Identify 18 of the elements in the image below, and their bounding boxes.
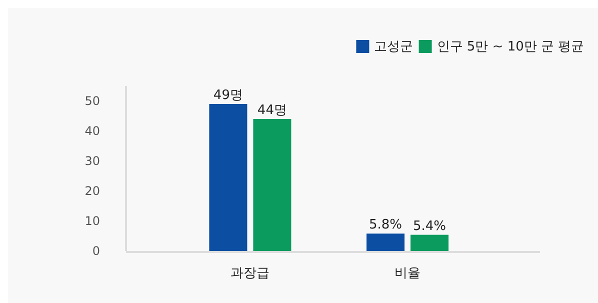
y-tick-label: 30: [84, 154, 100, 168]
bar: [253, 119, 292, 251]
bar: [410, 234, 449, 251]
bar: [209, 104, 248, 251]
y-tick-label: 50: [84, 94, 100, 108]
data-label: 5.8%: [369, 218, 402, 233]
data-label: 5.4%: [413, 218, 446, 234]
data-label: 49명: [213, 88, 243, 103]
x-tick-label: 비율: [394, 266, 421, 281]
bar: [366, 234, 405, 251]
legend-label: 고성군: [374, 40, 414, 55]
y-tick-label: 10: [84, 214, 100, 228]
y-tick-label: 40: [84, 124, 100, 138]
data-label: 44명: [257, 103, 287, 118]
y-tick-label: 0: [92, 244, 100, 258]
y-tick-label: 20: [84, 184, 100, 198]
x-tick-label: 과장급: [230, 266, 270, 281]
legend-label: 인구 5만 ~ 10만 군 평균: [436, 40, 584, 55]
